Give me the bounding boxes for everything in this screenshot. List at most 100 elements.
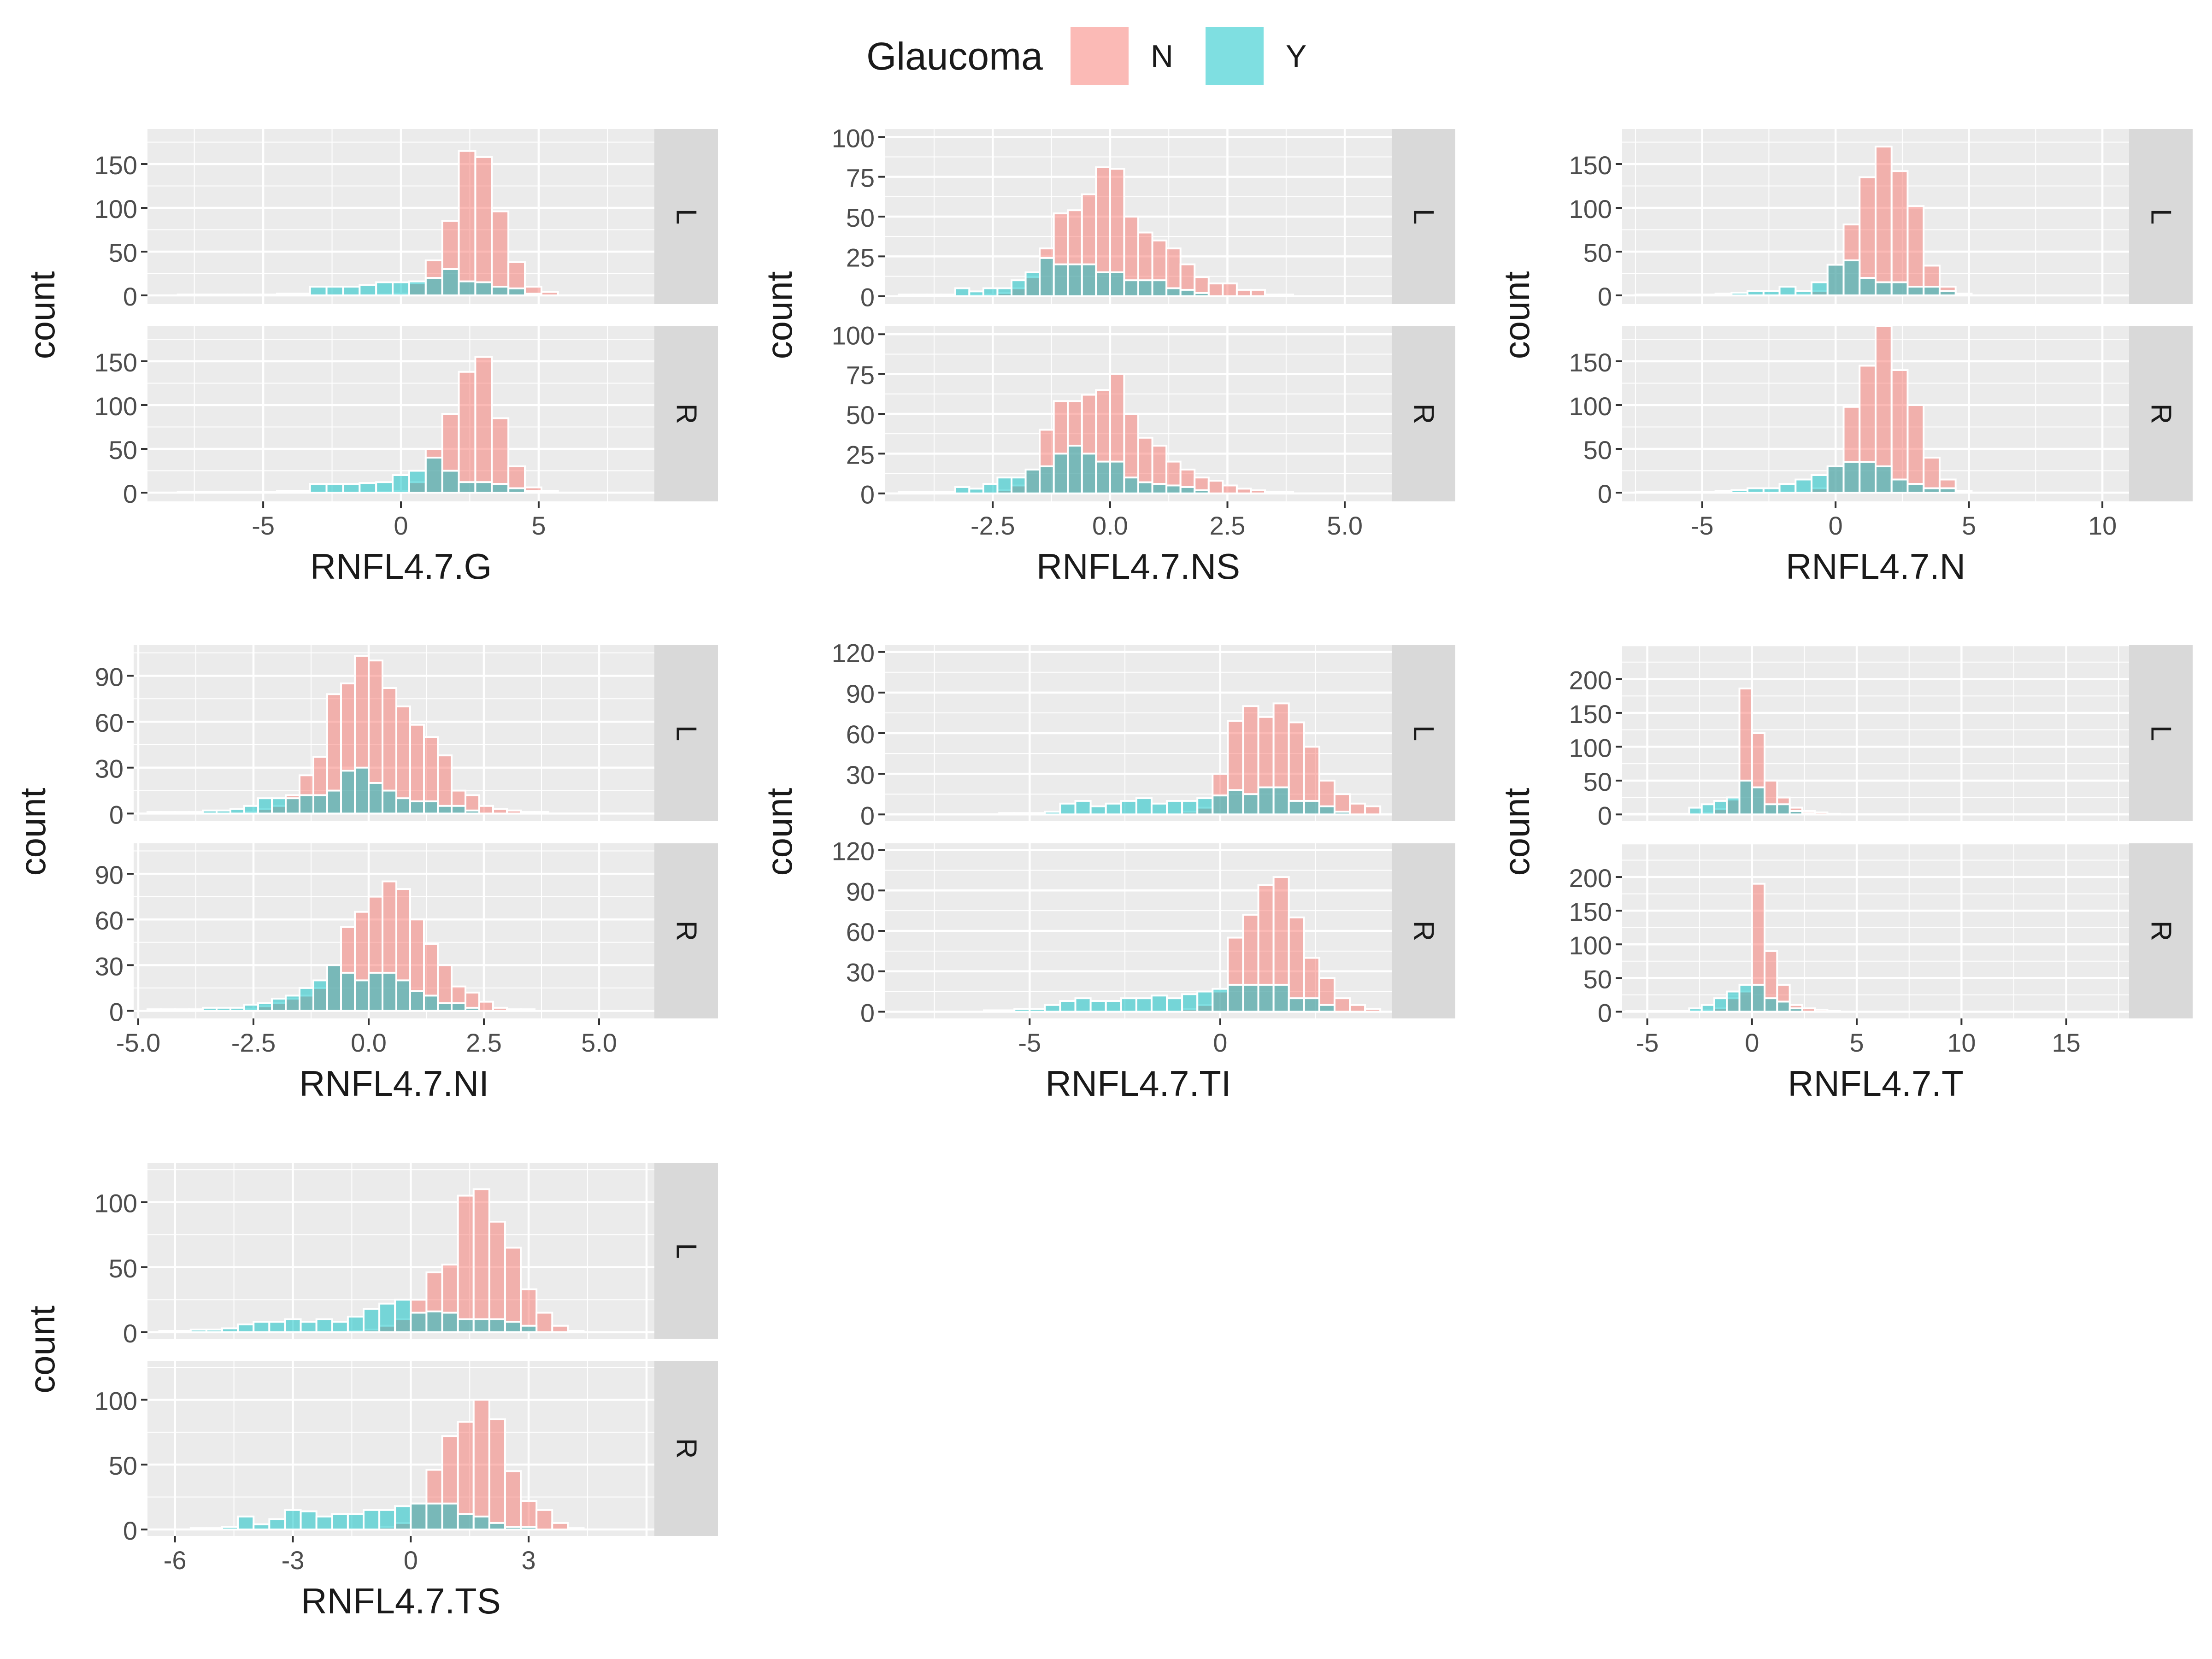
facet-l: 0 50 100 L [94, 1163, 718, 1348]
bar-y [331, 1513, 349, 1530]
bar-y [284, 1509, 302, 1530]
bar-y [1890, 281, 1909, 296]
y-tick-label: 150 [1569, 348, 1612, 377]
bar-y [1242, 793, 1259, 816]
y-tick-label: 0 [1598, 479, 1612, 508]
bar-y [362, 1509, 381, 1530]
y-tick-label: 30 [846, 958, 875, 987]
x-tick-label: 15 [2052, 1028, 2080, 1057]
bar-y [394, 1505, 412, 1530]
y-tick-label: 0 [123, 1319, 137, 1348]
bar-y [193, 491, 212, 494]
legend-title: Glaucoma [866, 34, 1043, 78]
y-tick-label: 100 [94, 1189, 137, 1218]
bar-n [504, 1470, 522, 1530]
bar-n [474, 156, 493, 296]
bar-y [1764, 997, 1778, 1013]
bar-y [1794, 290, 1813, 296]
bar-y [1842, 259, 1861, 296]
bar-y [1778, 286, 1797, 296]
bar-y [1227, 789, 1244, 816]
bar-y [189, 1527, 207, 1530]
bar-y [354, 979, 370, 1012]
bar-y [326, 964, 342, 1012]
bar-y [1024, 271, 1041, 297]
bar-y [1053, 453, 1069, 494]
bar-y [378, 1509, 396, 1530]
x-tick-label: 5 [1962, 511, 1976, 540]
bar-y [394, 1299, 412, 1333]
bar-y [299, 987, 314, 1012]
bar-n [1207, 480, 1224, 494]
bar-y [1105, 802, 1122, 816]
bar-y [457, 1513, 475, 1530]
bar-y [1794, 478, 1813, 494]
bar-y [309, 483, 328, 494]
bar-y [1634, 491, 1653, 494]
y-tick-label: 200 [1569, 665, 1612, 694]
chart-rnfl4-7-t: 0 50 100 150 200 L 0 50 100 150 200 R -5 0 5 10 15 RNFL4.… [1496, 644, 2193, 1104]
strip-label-r: R [671, 404, 702, 424]
bar-y [347, 1513, 365, 1530]
bar-y [898, 491, 914, 494]
bar-y [1938, 290, 1957, 296]
bar-y [1726, 990, 1741, 1013]
bar-y [1747, 290, 1765, 296]
bar-y [176, 294, 195, 296]
bar-y [205, 1527, 224, 1530]
bar-y [259, 294, 278, 296]
bar-n [1364, 1008, 1382, 1013]
bar-y [174, 1330, 192, 1333]
bar-y [425, 1502, 443, 1530]
bar-y [1842, 461, 1861, 494]
x-axis-title: RNFL4.7.NS [1036, 546, 1240, 587]
strip-background [654, 1361, 718, 1536]
y-tick-label: 100 [94, 392, 137, 421]
bar-n [492, 1006, 508, 1012]
bar-y [1333, 811, 1351, 816]
bar-y [1923, 286, 1941, 296]
bar-y [408, 280, 427, 296]
bar-y [1700, 803, 1716, 816]
bar-n [535, 1312, 553, 1333]
bar-y [1194, 489, 1210, 494]
y-tick-label: 50 [846, 400, 875, 429]
y-tick-label: 50 [1583, 435, 1612, 465]
bar-y [1788, 810, 1803, 816]
bar-y [441, 470, 460, 494]
bar-y [1067, 263, 1083, 297]
bar-y [1135, 997, 1153, 1013]
bar-y [342, 483, 361, 494]
bar-y [268, 1518, 286, 1530]
bar-y [375, 281, 394, 296]
bar-y [1212, 794, 1229, 816]
bar-y [325, 286, 344, 296]
bar-y [300, 1510, 318, 1530]
bar-n [491, 210, 510, 296]
bar-y [1024, 468, 1041, 494]
bar-y [188, 811, 204, 815]
bar-y [188, 1008, 204, 1012]
y-tick-label: 120 [832, 639, 875, 668]
bar-n [1264, 294, 1280, 297]
bar-y [1095, 460, 1111, 494]
bar-n [1826, 1010, 1841, 1013]
bar-y [1044, 1004, 1061, 1013]
y-tick-label: 75 [846, 164, 875, 193]
bar-y [1875, 465, 1893, 494]
bar-y [457, 1318, 475, 1333]
bar-y [237, 1515, 255, 1530]
bar-y [292, 293, 311, 297]
y-tick-label: 0 [123, 1516, 137, 1545]
strip-background [654, 1163, 718, 1339]
y-tick-label: 200 [1569, 864, 1612, 893]
bar-y [524, 293, 542, 297]
x-tick-label: -5.0 [116, 1028, 161, 1057]
bar-y [147, 811, 162, 815]
y-tick-label: 50 [109, 238, 137, 267]
x-tick-label: 0 [1829, 511, 1843, 540]
bar-y [1683, 294, 1700, 296]
bar-y [368, 971, 383, 1012]
bar-y [1095, 271, 1111, 297]
